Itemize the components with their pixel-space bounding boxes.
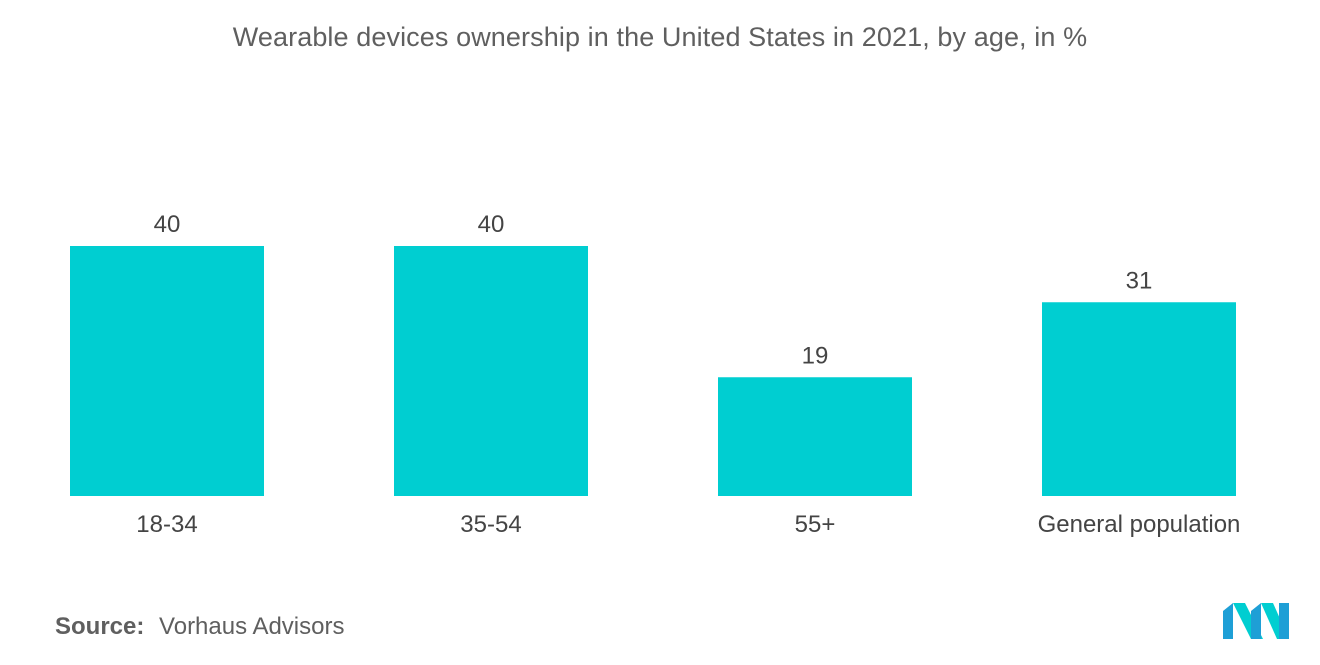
bar-55- (718, 377, 912, 496)
data-label: 40 (154, 211, 181, 238)
source-note: Source: Vorhaus Advisors (55, 613, 344, 641)
bar-chart: 40 18-34 40 35-54 19 55+ 31 General population (70, 211, 1241, 538)
logo-middle-stroke (1251, 603, 1261, 639)
x-tick-label: 18-34 (136, 511, 197, 538)
x-tick-label: 35-54 (460, 511, 521, 538)
x-tick-label: 55+ (795, 511, 836, 538)
source-label: Source: (55, 613, 145, 640)
logo-right-stroke (1279, 603, 1289, 639)
chart-title: Wearable devices ownership in the United… (232, 22, 1088, 52)
mordor-intelligence-logo-icon (1223, 603, 1289, 639)
data-label: 40 (478, 211, 505, 238)
bar-18-34 (70, 246, 264, 496)
x-tick-label: General population (1038, 511, 1241, 538)
source-value: Vorhaus Advisors (159, 613, 345, 640)
bar-general-population (1042, 302, 1236, 496)
data-label: 19 (802, 342, 829, 369)
logo-left-stroke (1223, 603, 1233, 639)
bar-35-54 (394, 246, 588, 496)
data-label: 31 (1126, 267, 1153, 294)
